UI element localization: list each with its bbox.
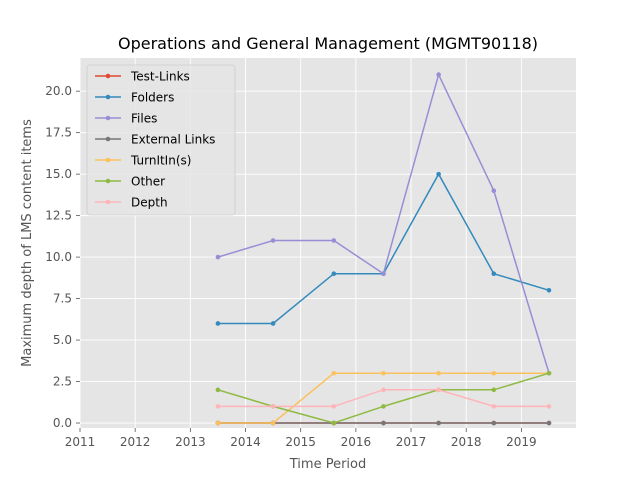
- y-tick-label: 10.0: [45, 250, 72, 264]
- x-tick-label: 2012: [120, 435, 151, 449]
- legend-item: Other: [95, 175, 165, 189]
- x-axis-label: Time Period: [289, 457, 366, 472]
- legend-swatch-marker: [105, 73, 111, 79]
- data-point: [546, 420, 552, 426]
- y-axis-label: Maximum depth of LMS content items: [20, 119, 35, 367]
- y-tick-label: 0.0: [53, 416, 72, 430]
- y-tick-label: 12.5: [45, 209, 72, 223]
- data-point: [215, 254, 221, 260]
- data-point: [215, 321, 221, 326]
- legend-label: TurnItIn(s): [130, 154, 191, 168]
- legend-swatch-marker: [105, 199, 111, 205]
- x-tick-label: 2013: [175, 435, 206, 449]
- data-point: [381, 370, 386, 376]
- data-point: [215, 404, 221, 409]
- x-tick-label: 2011: [65, 435, 96, 449]
- legend-label: Folders: [131, 91, 174, 105]
- data-point: [331, 238, 337, 243]
- series-depth: [215, 387, 552, 409]
- data-point: [436, 370, 441, 376]
- data-point: [331, 404, 337, 409]
- chart-title: Operations and General Management (MGMT9…: [118, 34, 538, 53]
- x-tick-label: 2016: [341, 435, 372, 449]
- data-point: [381, 387, 386, 393]
- legend-label: Test-Links: [130, 70, 190, 84]
- y-tick-label: 15.0: [45, 167, 72, 181]
- x-tick-label: 2017: [396, 435, 427, 449]
- data-point: [491, 188, 497, 194]
- y-tick-label: 20.0: [45, 84, 72, 98]
- legend-label: Other: [131, 175, 165, 189]
- data-point: [331, 271, 337, 276]
- data-point: [491, 271, 497, 276]
- legend-label: Files: [131, 112, 157, 126]
- x-tick-label: 2015: [285, 435, 316, 449]
- x-axis-ticks: 2011 2012 2013 2014 2015 2016 2017 2018 2019: [65, 428, 537, 449]
- data-point: [215, 420, 221, 426]
- legend-item: Folders: [95, 91, 174, 105]
- y-tick-label: 2.5: [53, 375, 72, 389]
- legend-swatch-marker: [105, 115, 111, 121]
- data-point: [270, 404, 276, 409]
- data-point: [436, 171, 441, 177]
- data-point: [270, 420, 276, 426]
- legend-swatch-marker: [105, 178, 111, 184]
- legend-swatch-marker: [105, 136, 111, 142]
- x-tick-label: 2018: [451, 435, 482, 449]
- data-point: [331, 370, 337, 376]
- legend-item: External Links: [95, 133, 215, 147]
- legend-item: TurnItIn(s): [95, 154, 191, 168]
- data-point: [436, 72, 441, 77]
- legend-item: Depth: [95, 196, 168, 210]
- data-point: [436, 420, 441, 426]
- legend-label: Depth: [131, 196, 168, 210]
- data-point: [215, 387, 221, 393]
- legend-swatch-marker: [105, 94, 111, 100]
- data-point: [381, 271, 386, 276]
- data-point: [270, 321, 276, 326]
- y-tick-label: 7.5: [53, 292, 72, 306]
- data-point: [270, 238, 276, 243]
- x-tick-label: 2019: [506, 435, 537, 449]
- series-turnitin-s: [215, 370, 552, 426]
- series-group: [215, 72, 552, 426]
- data-point: [436, 387, 441, 393]
- y-tick-label: 17.5: [45, 126, 72, 140]
- data-point: [546, 370, 552, 376]
- data-point: [546, 287, 552, 293]
- legend-box: [86, 64, 236, 216]
- data-point: [331, 420, 337, 426]
- data-point: [381, 404, 386, 409]
- legend: Test-Links Folders Files External Links Turn…: [86, 64, 236, 216]
- data-point: [491, 370, 497, 376]
- y-tick-label: 5.0: [53, 333, 72, 347]
- y-axis-ticks: 0.0 2.5 5.0 7.5 10.0 12.5 15.0 17.5 20.0: [45, 84, 80, 430]
- data-point: [381, 420, 386, 426]
- data-point: [491, 420, 497, 426]
- legend-item: Files: [95, 112, 157, 126]
- legend-item: Test-Links: [95, 70, 190, 84]
- data-point: [491, 404, 497, 409]
- data-point: [491, 387, 497, 393]
- data-point: [546, 404, 552, 409]
- legend-label: External Links: [131, 133, 215, 147]
- x-tick-label: 2014: [230, 435, 261, 449]
- legend-swatch-marker: [105, 157, 111, 163]
